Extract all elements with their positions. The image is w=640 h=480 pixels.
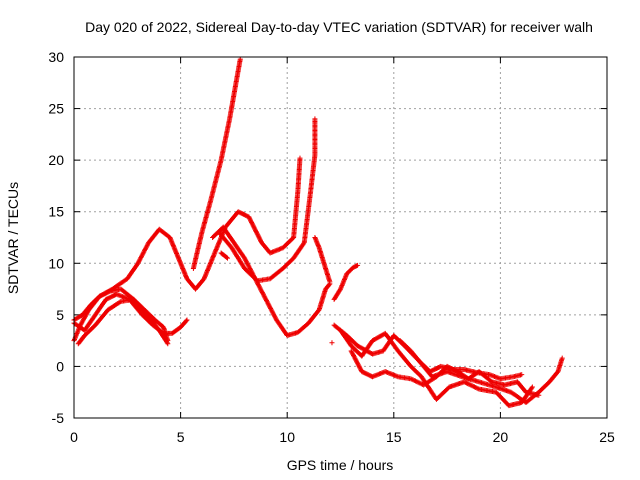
data-point (536, 392, 542, 398)
data-point (466, 381, 472, 387)
data-point (529, 385, 535, 391)
data-point (250, 222, 256, 228)
x-tick-label: 5 (177, 429, 185, 445)
data-point (462, 379, 468, 385)
data-point (165, 338, 171, 344)
x-tick-label: 10 (279, 429, 295, 445)
data-series (71, 56, 565, 409)
data-point (463, 380, 469, 386)
x-tick-label: 20 (493, 429, 509, 445)
data-point (559, 355, 565, 361)
data-point (251, 224, 257, 230)
data-point (249, 219, 255, 225)
data-point (106, 289, 112, 295)
data-point (415, 379, 421, 385)
data-point (409, 376, 415, 382)
y-axis-title: SDTVAR / TECUs (5, 182, 21, 294)
data-point (471, 384, 477, 390)
series-arc-9 (312, 235, 333, 285)
data-point (252, 226, 258, 232)
data-point (469, 383, 475, 389)
data-point (468, 382, 474, 388)
data-point (255, 232, 261, 238)
series-arc-6 (210, 224, 333, 338)
data-point (414, 379, 420, 385)
data-point (475, 386, 481, 392)
data-point (312, 116, 318, 122)
data-point (257, 236, 263, 242)
data-point (327, 279, 333, 285)
y-tick-label: -5 (52, 410, 65, 426)
data-point (411, 377, 417, 383)
plot-frame (73, 56, 608, 419)
data-point (416, 380, 422, 386)
series-arc-15 (397, 338, 525, 382)
data-point (247, 217, 253, 223)
data-point (184, 317, 190, 323)
data-point (301, 241, 307, 247)
data-point (250, 223, 256, 229)
gridlines (74, 57, 607, 418)
y-tick-label: 30 (48, 49, 64, 65)
x-tick-label: 25 (599, 429, 615, 445)
data-point (258, 237, 264, 243)
data-point (474, 385, 480, 391)
data-point (355, 262, 361, 268)
x-tick-label: 15 (386, 429, 402, 445)
y-tick-label: 10 (48, 255, 64, 271)
data-point (337, 287, 343, 293)
data-point (413, 378, 419, 384)
data-point (465, 381, 471, 387)
data-point (408, 376, 414, 382)
data-point (254, 230, 260, 236)
data-point (529, 384, 535, 390)
data-point (248, 218, 254, 224)
series-arc-7 (216, 116, 318, 284)
chart-title: Day 020 of 2022, Sidereal Day-to-day VTE… (85, 19, 593, 35)
y-tick-label: 15 (48, 204, 64, 220)
data-point (461, 379, 467, 385)
series-arc-5 (190, 56, 243, 271)
y-tick-label: 25 (48, 101, 64, 117)
data-point (519, 372, 525, 378)
data-point (315, 308, 321, 314)
data-point (247, 216, 253, 222)
data-point (467, 382, 473, 388)
data-point (353, 263, 359, 269)
data-point (473, 384, 479, 390)
data-point (224, 254, 230, 260)
data-point (329, 340, 335, 346)
data-point (256, 235, 262, 241)
tick-labels: 0 5 10 15 20 25 -5 0 5 10 15 20 25 30 (48, 49, 615, 445)
data-point (254, 231, 260, 237)
y-tick-label: 20 (48, 152, 64, 168)
data-point (410, 377, 416, 383)
data-point (183, 318, 189, 324)
data-point (225, 255, 231, 261)
series-arc-8 (218, 250, 231, 261)
data-point (297, 155, 303, 161)
y-tick-label: 5 (56, 307, 64, 323)
data-point (470, 383, 476, 389)
data-point (251, 225, 257, 231)
data-point (255, 233, 261, 239)
y-tick-label: 0 (56, 358, 64, 374)
data-point (246, 215, 252, 221)
data-point (249, 221, 255, 227)
data-point (417, 380, 423, 386)
data-point (256, 234, 262, 240)
series-arc-13 (338, 327, 535, 409)
x-axis-title: GPS time / hours (287, 457, 394, 473)
series-arc-4 (75, 296, 171, 347)
series-arc-11 (331, 262, 361, 302)
data-point (252, 227, 258, 233)
x-tick-label: 0 (70, 429, 78, 445)
series-arc-10 (329, 340, 335, 346)
data-point (117, 299, 123, 305)
data-point (246, 214, 252, 220)
data-point (253, 228, 259, 234)
